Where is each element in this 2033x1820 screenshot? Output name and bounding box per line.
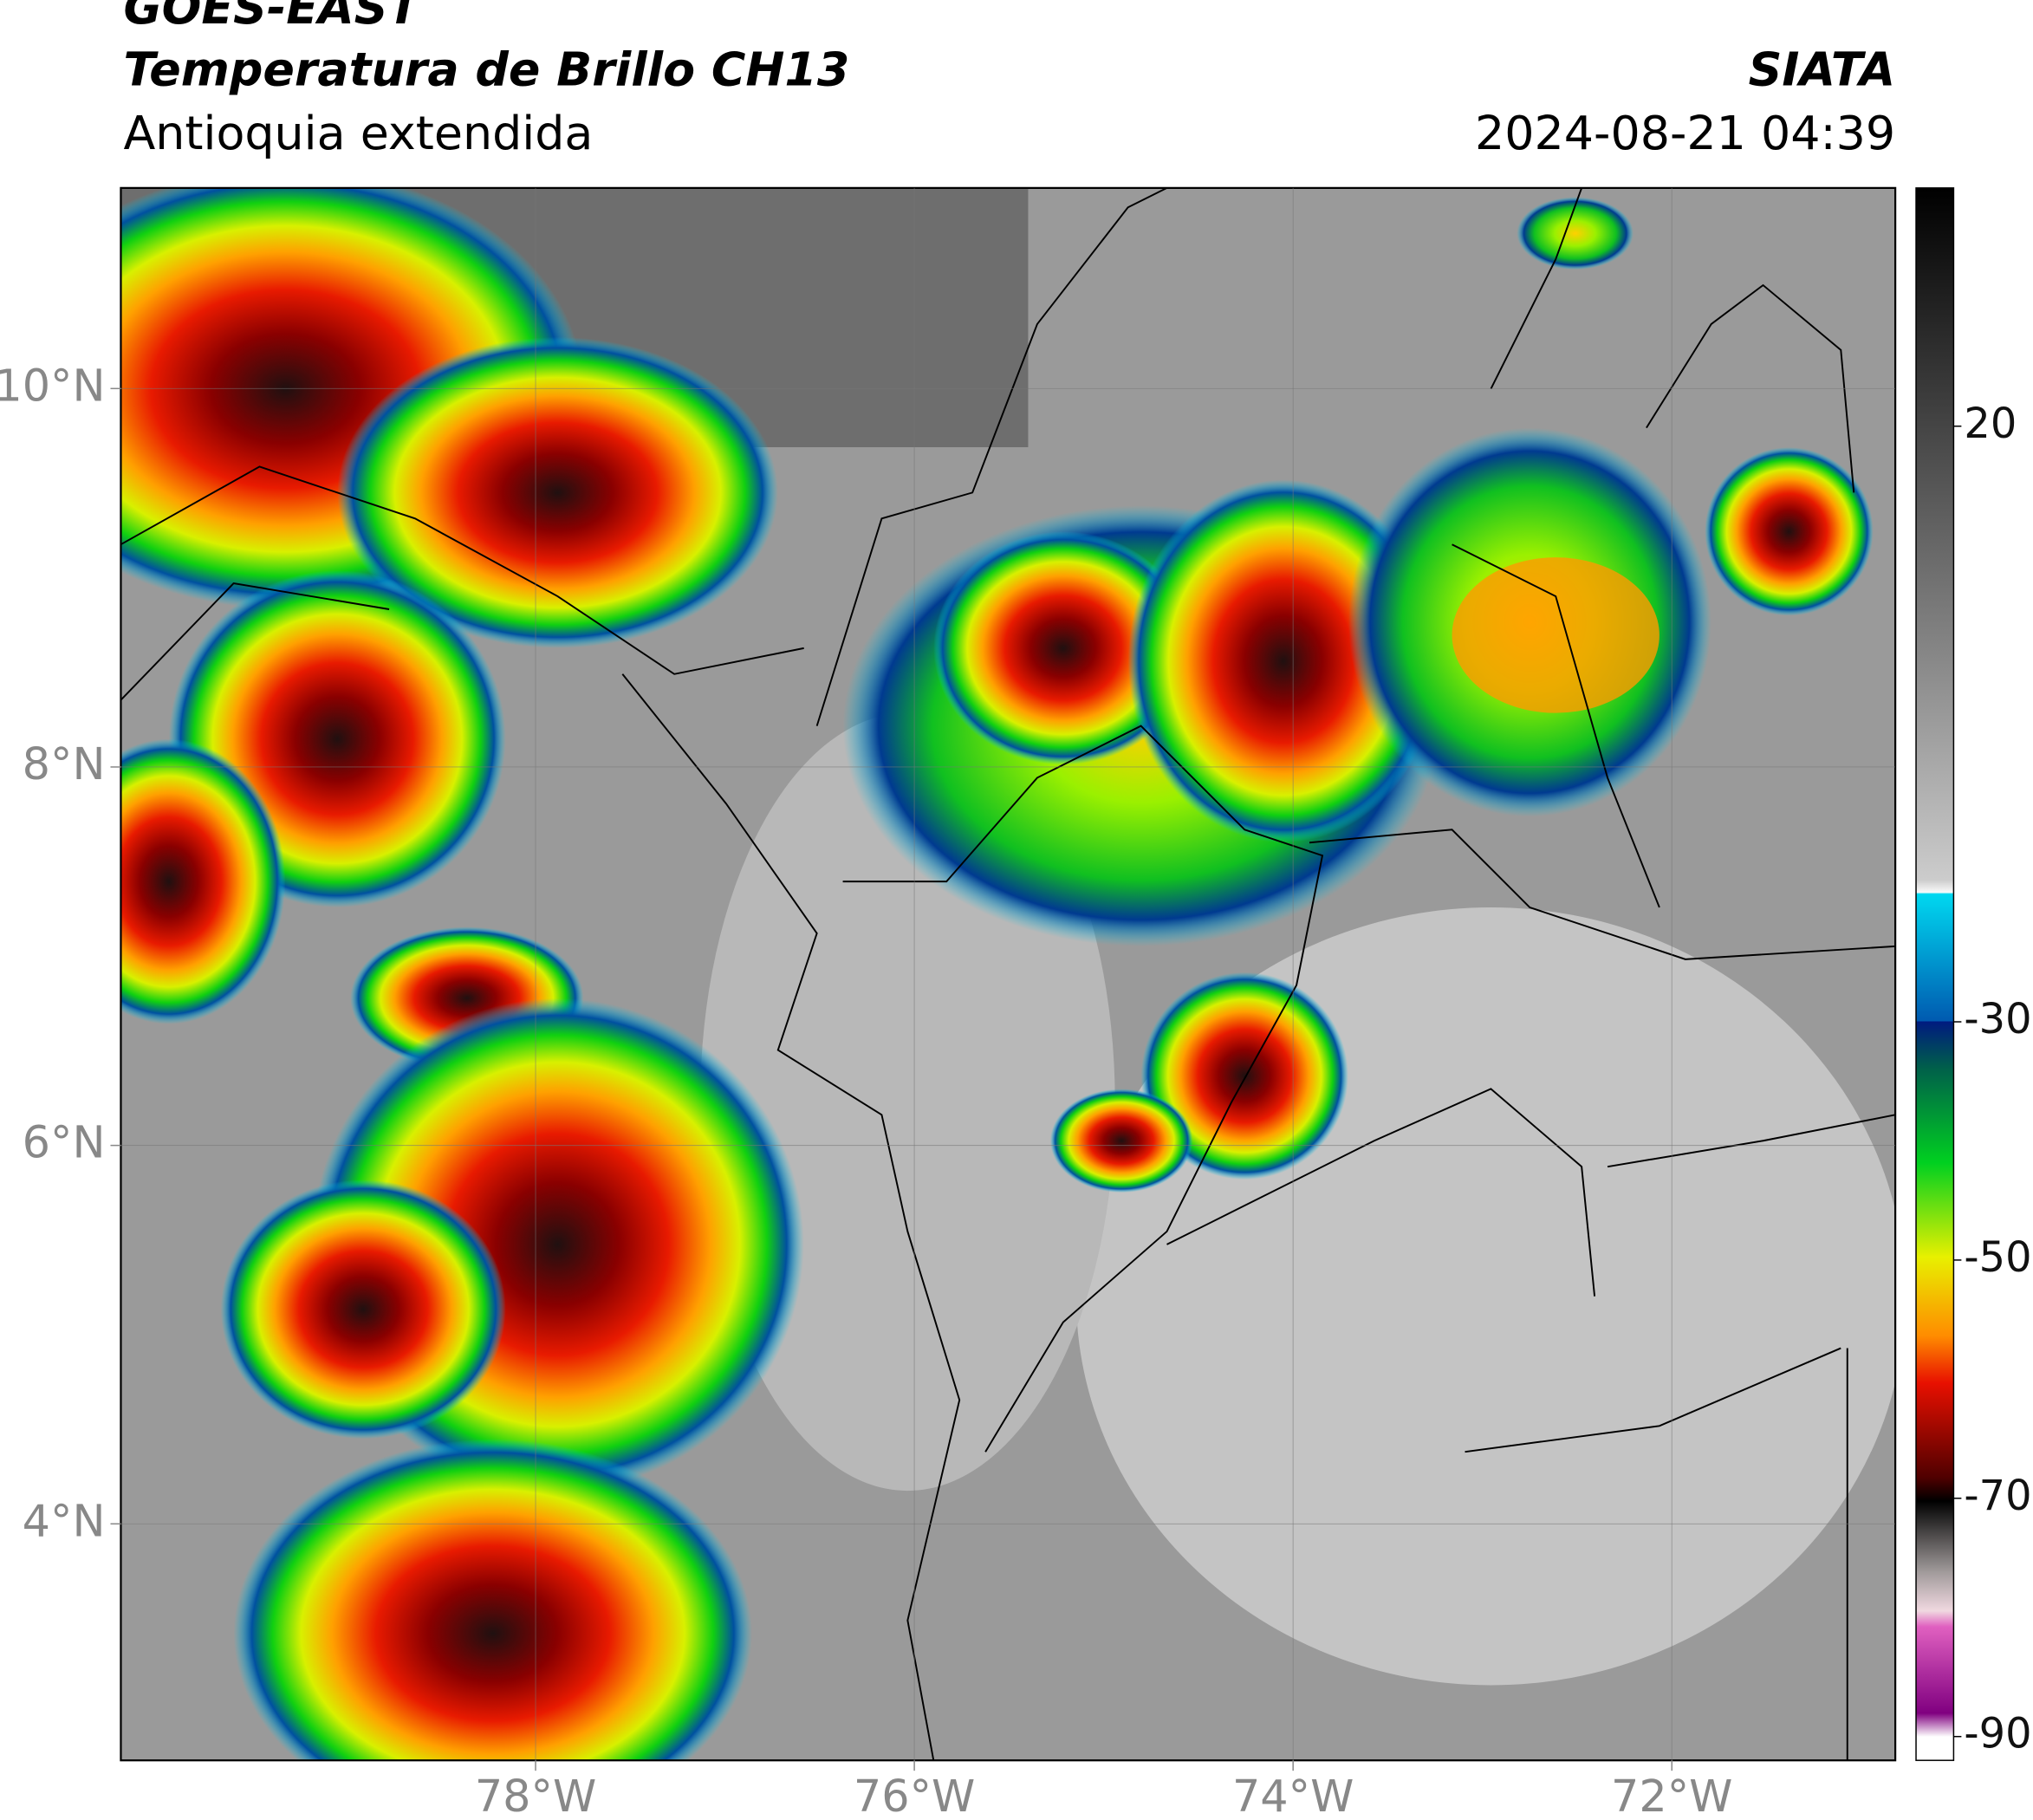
y-tick-label: 8°N bbox=[23, 738, 106, 790]
x-tick-label: 74°W bbox=[1232, 1771, 1354, 1820]
colorbar-label: -30 bbox=[1964, 996, 2031, 1043]
satellite: GOES-EAST bbox=[123, 0, 423, 35]
y-tick-label: 10°N bbox=[0, 360, 106, 411]
map-frame bbox=[120, 186, 1897, 1762]
x-tick-label: 78°W bbox=[475, 1771, 596, 1820]
x-tick-label: 72°W bbox=[1611, 1771, 1732, 1820]
map-image bbox=[120, 187, 1896, 1761]
source: SIATA bbox=[1749, 42, 1896, 97]
region: Antioquia extendida bbox=[123, 106, 593, 160]
colorbar-label: -90 bbox=[1964, 1711, 2031, 1758]
product: Temperatura de Brillo CH13 bbox=[123, 42, 849, 97]
colorbar-label: -70 bbox=[1964, 1472, 2031, 1520]
colorbar bbox=[1915, 187, 1955, 1761]
colorbar-label: 20 bbox=[1964, 400, 2017, 448]
colorbar-label: -50 bbox=[1964, 1234, 2031, 1282]
datetime: 2024-08-21 04:39 bbox=[1475, 106, 1895, 160]
y-tick-label: 4°N bbox=[23, 1495, 106, 1546]
x-tick-label: 76°W bbox=[854, 1771, 975, 1820]
y-tick-label: 6°N bbox=[23, 1117, 106, 1168]
